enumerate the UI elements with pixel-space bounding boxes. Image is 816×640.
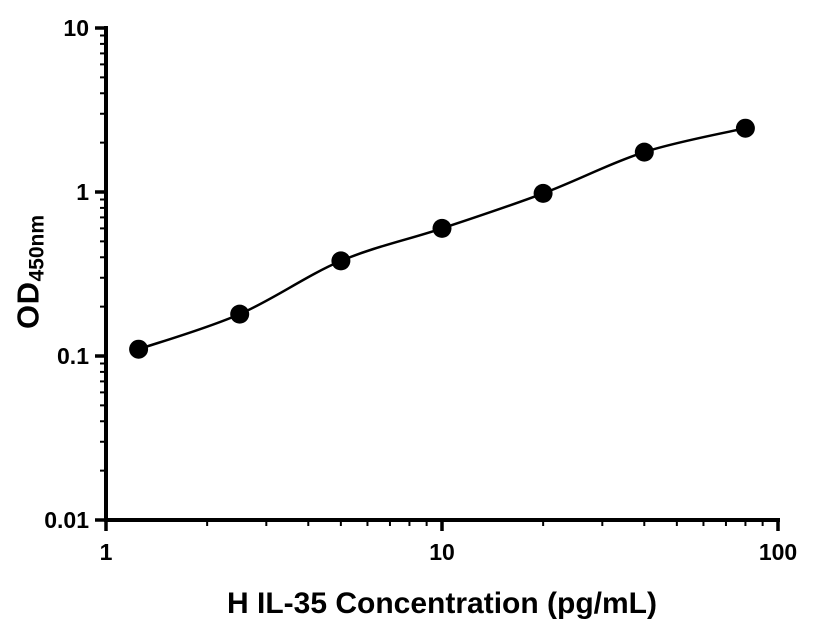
y-axis-title-main: OD bbox=[10, 281, 46, 330]
data-point bbox=[129, 339, 149, 359]
data-point bbox=[432, 218, 452, 238]
y-axis-title-subscript: 450nm bbox=[25, 214, 49, 282]
x-tick-label: 10 bbox=[429, 539, 455, 565]
x-tick-label: 1 bbox=[100, 539, 113, 565]
x-tick-label: 100 bbox=[759, 539, 797, 565]
y-axis-title: OD450nm bbox=[11, 215, 50, 329]
y-tick-label: 0.1 bbox=[57, 343, 89, 369]
data-point bbox=[735, 118, 755, 138]
fit-curve bbox=[138, 126, 746, 351]
axis-line bbox=[104, 26, 780, 522]
y-tick-label: 1 bbox=[76, 179, 89, 205]
data-point bbox=[331, 251, 351, 271]
x-axis-title: H IL-35 Concentration (pg/mL) bbox=[227, 587, 657, 620]
data-point bbox=[230, 304, 250, 324]
data-point bbox=[533, 183, 553, 203]
y-tick-label: 0.01 bbox=[44, 507, 89, 533]
data-point bbox=[634, 142, 654, 162]
y-tick-label: 10 bbox=[63, 15, 89, 41]
